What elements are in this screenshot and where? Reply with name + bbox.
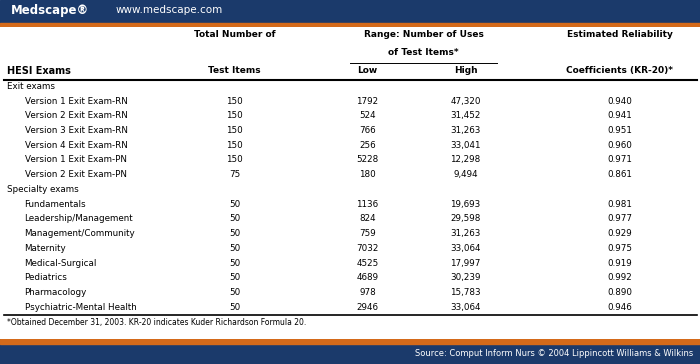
Text: 0.919: 0.919 [607,258,632,268]
Text: 0.992: 0.992 [607,273,632,282]
Text: 766: 766 [359,126,376,135]
Text: of Test Items*: of Test Items* [389,48,459,56]
Text: Coefficients (KR-20)*: Coefficients (KR-20)* [566,66,673,75]
Text: Version 3 Exit Exam-RN: Version 3 Exit Exam-RN [25,126,127,135]
Text: 150: 150 [226,126,243,135]
Text: 256: 256 [359,141,376,150]
Text: 50: 50 [229,214,240,223]
Text: Test Items: Test Items [208,66,261,75]
Text: Version 1 Exit Exam-PN: Version 1 Exit Exam-PN [25,155,127,165]
Text: 0.940: 0.940 [607,96,632,106]
Text: 19,693: 19,693 [450,199,481,209]
Text: 50: 50 [229,199,240,209]
Text: 150: 150 [226,141,243,150]
Text: 0.951: 0.951 [607,126,632,135]
Text: 50: 50 [229,258,240,268]
Text: 0.929: 0.929 [607,229,632,238]
Text: Fundamentals: Fundamentals [25,199,86,209]
Text: 180: 180 [359,170,376,179]
Text: Low: Low [358,66,377,75]
Text: 31,263: 31,263 [450,229,481,238]
Text: *Obtained December 31, 2003. KR-20 indicates Kuder Richardson Formula 20.: *Obtained December 31, 2003. KR-20 indic… [7,318,307,327]
Text: Specialty exams: Specialty exams [7,185,78,194]
Text: 31,452: 31,452 [450,111,481,120]
Text: Version 2 Exit Exam-RN: Version 2 Exit Exam-RN [25,111,127,120]
Text: 9,494: 9,494 [453,170,478,179]
Text: 2946: 2946 [356,303,379,312]
Text: 17,997: 17,997 [450,258,481,268]
Bar [0,23,700,27]
Text: Range: Number of Uses: Range: Number of Uses [363,31,484,39]
Text: 29,598: 29,598 [450,214,481,223]
Text: 15,783: 15,783 [450,288,481,297]
Text: 47,320: 47,320 [450,96,481,106]
Text: Version 4 Exit Exam-RN: Version 4 Exit Exam-RN [25,141,127,150]
Text: 1136: 1136 [356,199,379,209]
Text: 4689: 4689 [356,273,379,282]
Text: 759: 759 [359,229,376,238]
Text: Medical-Surgical: Medical-Surgical [25,258,97,268]
Text: 0.941: 0.941 [607,111,632,120]
Text: Exit exams: Exit exams [7,82,55,91]
Text: 50: 50 [229,303,240,312]
Text: 0.946: 0.946 [607,303,632,312]
Text: 150: 150 [226,155,243,165]
Text: Pharmacology: Pharmacology [25,288,87,297]
Text: 5228: 5228 [356,155,379,165]
Text: Pediatrics: Pediatrics [25,273,67,282]
Text: 150: 150 [226,111,243,120]
Text: Version 2 Exit Exam-PN: Version 2 Exit Exam-PN [25,170,127,179]
Text: 75: 75 [229,170,240,179]
Text: Maternity: Maternity [25,244,66,253]
Text: 0.861: 0.861 [607,170,632,179]
Text: 30,239: 30,239 [450,273,481,282]
Text: 50: 50 [229,288,240,297]
Text: 31,263: 31,263 [450,126,481,135]
Bar [0,339,700,344]
Text: 7032: 7032 [356,244,379,253]
Text: 33,041: 33,041 [450,141,481,150]
Text: 1792: 1792 [356,96,379,106]
Text: Leadership/Management: Leadership/Management [25,214,133,223]
Text: 824: 824 [359,214,376,223]
Text: Version 1 Exit Exam-RN: Version 1 Exit Exam-RN [25,96,127,106]
Text: HESI Exams: HESI Exams [7,66,71,76]
Text: www.medscape.com: www.medscape.com [116,5,223,15]
Text: 50: 50 [229,244,240,253]
Text: Source: Comput Inform Nurs © 2004 Lippincott Williams & Wilkins: Source: Comput Inform Nurs © 2004 Lippin… [414,349,693,358]
Text: Total Number of: Total Number of [194,31,275,39]
Text: Medscape®: Medscape® [10,4,89,17]
Text: 4525: 4525 [356,258,379,268]
Text: 150: 150 [226,96,243,106]
Text: 524: 524 [359,111,376,120]
Text: 0.977: 0.977 [607,214,632,223]
Text: High: High [454,66,477,75]
Text: 50: 50 [229,229,240,238]
Text: Management/Community: Management/Community [25,229,135,238]
Text: 0.981: 0.981 [607,199,632,209]
Text: 33,064: 33,064 [450,303,481,312]
Text: 12,298: 12,298 [450,155,481,165]
Text: 978: 978 [359,288,376,297]
Text: 0.975: 0.975 [607,244,632,253]
Text: 33,064: 33,064 [450,244,481,253]
Text: 50: 50 [229,273,240,282]
Text: 0.971: 0.971 [607,155,632,165]
Text: 0.890: 0.890 [607,288,632,297]
Text: 0.960: 0.960 [607,141,632,150]
Text: Estimated Reliability: Estimated Reliability [566,31,673,39]
Text: Psychiatric-Mental Health: Psychiatric-Mental Health [25,303,136,312]
